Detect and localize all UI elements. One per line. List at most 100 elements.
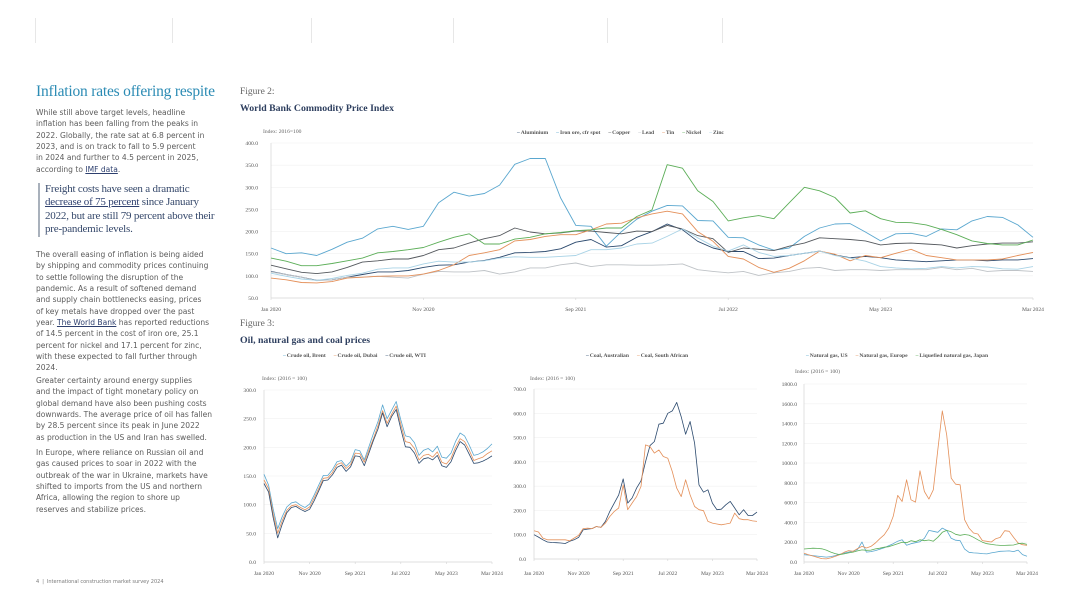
y-tick-label: 50.0 xyxy=(246,531,256,537)
y-tick-label: 100.0 xyxy=(243,503,256,509)
y-tick-label: 800.0 xyxy=(784,481,797,487)
legend-label: Tin xyxy=(665,130,675,136)
header-divider xyxy=(311,18,312,43)
quote-text: since January 2022, but are still 79 per… xyxy=(45,196,215,236)
x-tick-label: May 2023 xyxy=(435,571,458,577)
article-title: Inflation rates offering respite xyxy=(36,83,215,100)
chart-natural-gas: 0.0 200.0 400.0 600.0 800.0 1000.0 1200.0 1400.… xyxy=(782,382,1039,577)
legend-label: Liquefied natural gas, Japan xyxy=(919,353,989,359)
legend-item-natural-gas-us: –Natural gas, US xyxy=(806,353,848,359)
y-tick-label: 200.0 xyxy=(513,508,526,514)
x-tick-label: Nov 2020 xyxy=(298,571,320,577)
legend-swatch-icon: – xyxy=(662,130,665,136)
y-tick-label: 150.0 xyxy=(243,474,256,480)
legend-item-natural-gas-europe: –Natural gas, Europe xyxy=(856,353,908,359)
paragraph-commodities: The overall easing of inflation is being… xyxy=(36,249,236,374)
legend-item-coal-south-african: –Coal, South African xyxy=(637,353,688,359)
x-tick-label: Mar 2024 xyxy=(481,571,503,577)
paragraph-text: The overall easing of inflation is being… xyxy=(36,250,209,328)
quote-text: Freight costs have seen a dramatic xyxy=(45,183,190,195)
series-line-natural-gas-us xyxy=(803,527,1028,558)
legend-item-lead: –Lead xyxy=(638,130,654,136)
legend-swatch-icon: – xyxy=(915,353,919,359)
publication-name: International construction market survey… xyxy=(46,579,164,585)
imf-data-link[interactable]: IMF data xyxy=(85,164,118,174)
paragraph-europe: In Europe, where reliance on Russian oil… xyxy=(36,448,208,514)
y-tick-label: 0.0 xyxy=(519,557,526,563)
legend-swatch-icon: – xyxy=(682,130,685,136)
x-tick-label: Nov 2020 xyxy=(567,571,589,577)
series-line-lead xyxy=(270,262,1034,282)
chart-coal: 0.0 100.0 200.0 300.0 400.0 500.0 600.0 700.0 Ja… xyxy=(513,387,768,577)
series-line-tin xyxy=(270,210,1034,284)
series-line-copper xyxy=(270,224,1034,275)
x-tick-label: Nov 2020 xyxy=(837,571,859,577)
chart-crude-oil: 0.0 50.0 100.0 150.0 200.0 250.0 300.0 Jan 2020… xyxy=(243,388,503,577)
world-bank-link[interactable]: The World Bank xyxy=(56,318,117,328)
legend-label: Crude oil, WTI xyxy=(389,353,426,359)
page-footer: 4 | International construction market surv… xyxy=(36,579,167,585)
header-divider xyxy=(453,18,454,43)
legend-swatch-icon: – xyxy=(636,353,640,359)
figure-2-label: Figure 2: xyxy=(240,87,275,97)
legend-item-crude-oil-dubai: –Crude oil, Dubai xyxy=(334,353,378,359)
x-tick-label: Jan 2020 xyxy=(794,571,814,577)
freight-decrease-link[interactable]: decrease of 75 percent xyxy=(45,196,140,209)
y-tick-label: 1800.0 xyxy=(782,382,798,388)
legend-label: Crude oil, Brent xyxy=(286,353,326,359)
x-tick-label: Jul 2022 xyxy=(658,571,677,577)
y-tick-label: 400.0 xyxy=(784,520,797,526)
header-divider xyxy=(172,18,173,43)
y-tick-label: 200.0 xyxy=(243,445,256,451)
chart-oil-ylabel: Index: (2016 = 100) xyxy=(262,376,307,382)
legend-item-crude-oil-wti: –Crude oil, WTI xyxy=(385,353,426,359)
x-tick-label: Sep 2021 xyxy=(345,571,366,577)
legend-natural-gas: –Natural gas, US –Natural gas, Europe –Liq… xyxy=(806,353,996,359)
y-tick-label: 300.0 xyxy=(513,484,526,490)
x-tick-label: Mar 2024 xyxy=(1016,571,1038,577)
legend-label: Iron ore, cfr spot xyxy=(559,130,601,136)
series-line-natural-gas-europe xyxy=(803,410,1028,560)
page-number: 4 xyxy=(36,579,40,585)
legend-item-copper: –Copper xyxy=(608,130,630,136)
series-line-nickel xyxy=(270,164,1034,267)
x-tick-label: Jul 2022 xyxy=(719,307,738,313)
y-tick-label: 0.0 xyxy=(249,560,256,566)
legend-label: Coal, South African xyxy=(640,353,689,359)
x-tick-label: May 2023 xyxy=(869,307,892,313)
series-line-crude-oil-dubai xyxy=(263,405,493,534)
legend-swatch-icon: – xyxy=(333,353,337,359)
paragraph-inflation: While still above target levels, headlin… xyxy=(36,107,236,175)
header-divider xyxy=(607,18,608,43)
legend-label: Natural gas, Europe xyxy=(859,353,908,359)
y-tick-label: 600.0 xyxy=(513,411,526,417)
y-tick-label: 600.0 xyxy=(784,501,797,507)
y-tick-label: 350.0 xyxy=(245,163,258,169)
pull-quote: Freight costs have seen a dramatic decre… xyxy=(38,183,215,237)
footer-separator: | xyxy=(42,579,44,585)
legend-label: Nickel xyxy=(686,130,702,136)
chart-gas-ylabel: Index: (2016 = 100) xyxy=(795,369,840,375)
y-tick-label: 250.0 xyxy=(245,207,258,213)
paragraph-text: has reported reductions of 14.5 percent … xyxy=(36,318,210,373)
legend-item-nickel: –Nickel xyxy=(682,130,701,136)
y-tick-label: 1000.0 xyxy=(782,461,798,467)
x-tick-label: Jan 2020 xyxy=(254,571,274,577)
header-divider xyxy=(35,18,36,43)
y-tick-label: 700.0 xyxy=(513,387,526,393)
y-tick-label: 300.0 xyxy=(245,185,258,191)
y-tick-label: 400.0 xyxy=(245,141,258,147)
legend-item-liquefied-natural-gas-japan: –Liquefied natural gas, Japan xyxy=(916,353,989,359)
y-tick-label: 300.0 xyxy=(243,388,256,394)
chart-1-ylabel: Index: 2016=100 xyxy=(263,129,302,135)
y-tick-label: 200.0 xyxy=(245,230,258,236)
x-tick-label: May 2023 xyxy=(971,571,994,577)
legend-crude-oil: – Crude oil, Brent –Crude oil, Dubai –Crude… xyxy=(283,353,434,359)
y-tick-label: 100.0 xyxy=(245,274,258,280)
y-tick-label: 400.0 xyxy=(513,460,526,466)
legend-item-coal-australian: –Coal, Australian xyxy=(586,353,629,359)
x-tick-label: Jan 2020 xyxy=(261,307,281,313)
legend-swatch-icon: – xyxy=(556,130,559,136)
legend-item-iron-ore-cfr-spot: –Iron ore, cfr spot xyxy=(556,130,600,136)
